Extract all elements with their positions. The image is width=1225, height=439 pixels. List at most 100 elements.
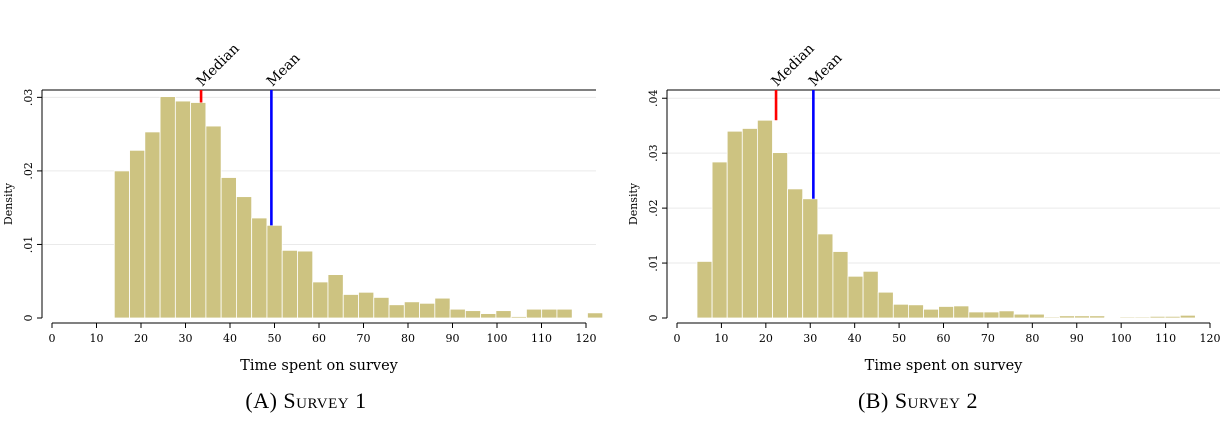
- x-tick-label: 0: [674, 332, 681, 345]
- x-tick-label: 100: [1111, 332, 1132, 345]
- caption-label: (B): [858, 388, 889, 413]
- x-tick-label: 80: [401, 332, 415, 345]
- histogram-bar: [863, 271, 878, 318]
- histogram-bar: [526, 309, 541, 318]
- y-axis-title: Density: [627, 182, 640, 225]
- histogram-bar: [587, 313, 602, 318]
- histogram-bar: [1090, 316, 1105, 318]
- histogram-bar: [788, 189, 803, 318]
- histogram-bar: [772, 153, 787, 318]
- y-tick-label: .03: [647, 144, 660, 162]
- histogram-bar: [297, 251, 312, 318]
- caption-survey-2: (B) Survey 2: [612, 388, 1224, 414]
- histogram-bar: [557, 309, 572, 318]
- histogram-bar: [465, 311, 480, 318]
- histogram-bar: [908, 305, 923, 318]
- histogram-bar: [848, 276, 863, 318]
- x-axis-title: Time spent on survey: [865, 358, 1023, 374]
- x-tick-label: 10: [90, 332, 104, 345]
- x-tick-label: 10: [714, 332, 728, 345]
- histogram-bar: [833, 252, 848, 318]
- caption-label: (A): [245, 388, 277, 413]
- x-tick-label: 40: [848, 332, 862, 345]
- histogram-bar: [803, 199, 818, 318]
- x-tick-label: 50: [268, 332, 282, 345]
- histogram-bar: [328, 275, 343, 318]
- histogram-bar: [999, 311, 1014, 318]
- histogram-bar: [954, 306, 969, 318]
- y-tick-label: .01: [647, 254, 660, 272]
- histogram-bar: [727, 131, 742, 318]
- y-tick-label: .01: [22, 236, 35, 254]
- histogram-bar: [1029, 314, 1044, 318]
- histogram-bar: [878, 292, 893, 318]
- mean-marker-label: Mean: [264, 50, 304, 90]
- histogram-survey-2: 0 .01 .02 .03 .04 0 10 20 30 40 50 60 70 80 90 100 110 12…: [612, 0, 1224, 380]
- y-tick-label: .03: [22, 89, 35, 107]
- histogram-bar: [893, 304, 908, 318]
- histogram-bar: [1120, 317, 1135, 318]
- histogram-bar: [1014, 314, 1029, 318]
- histogram-bar: [511, 317, 526, 318]
- median-marker-label: Median: [194, 41, 243, 90]
- x-tick-label: 20: [134, 332, 148, 345]
- histogram-bar: [114, 171, 129, 318]
- x-tick-label: 90: [1070, 332, 1084, 345]
- histogram-bar: [496, 311, 511, 318]
- x-tick-label: 80: [1025, 332, 1039, 345]
- caption-title: Survey 1: [283, 388, 366, 413]
- histogram-bar: [389, 305, 404, 318]
- histogram-bar: [145, 132, 160, 318]
- x-tick-label: 30: [803, 332, 817, 345]
- x-tick-label: 60: [312, 332, 326, 345]
- histogram-bar: [252, 218, 267, 318]
- x-tick-label: 100: [487, 332, 508, 345]
- chart-panel-survey-2: 0 .01 .02 .03 .04 0 10 20 30 40 50 60 70 80 90 100 110 12…: [612, 0, 1224, 439]
- histogram-bar: [1180, 315, 1195, 318]
- histogram-bar: [404, 302, 419, 318]
- histogram-bar: [924, 309, 939, 318]
- x-tick-label: 0: [49, 332, 56, 345]
- histogram-bar: [1059, 316, 1074, 318]
- histogram-bar: [313, 282, 328, 318]
- histogram-bar: [343, 294, 358, 318]
- x-axis-title: Time spent on survey: [240, 358, 398, 374]
- histogram-bar: [742, 128, 757, 318]
- histogram-bar: [236, 197, 251, 318]
- histogram-bar: [130, 150, 145, 318]
- x-tick-label: 120: [1200, 332, 1221, 345]
- x-tick-label: 120: [576, 332, 597, 345]
- histogram-bar: [191, 103, 206, 318]
- histogram-bar: [175, 101, 190, 318]
- histogram-bar: [984, 312, 999, 318]
- histogram-bar: [282, 250, 297, 318]
- histogram-survey-1: 0 .01 .02 .03 0 10 20 30 40 50 60 70 80 90 100 110 120 Ti…: [0, 0, 612, 380]
- y-tick-label: 0: [22, 315, 35, 322]
- histogram-bar: [160, 97, 175, 318]
- x-tick-label: 110: [531, 332, 552, 345]
- y-axis-title: Density: [2, 182, 15, 225]
- x-tick-label: 50: [892, 332, 906, 345]
- histogram-bar: [1150, 316, 1165, 318]
- caption-survey-1: (A) Survey 1: [0, 388, 612, 414]
- histogram-bar: [1105, 317, 1120, 318]
- histogram-bar: [969, 312, 984, 318]
- x-tick-label: 90: [446, 332, 460, 345]
- x-tick-label: 40: [223, 332, 237, 345]
- histogram-bar: [818, 234, 833, 318]
- histogram-bar: [697, 261, 712, 318]
- x-tick-label: 30: [179, 332, 193, 345]
- y-tick-label: .02: [22, 162, 35, 180]
- histogram-bar: [420, 303, 435, 318]
- chart-panel-survey-1: 0 .01 .02 .03 0 10 20 30 40 50 60 70 80 90 100 110 120 Ti…: [0, 0, 612, 439]
- x-tick-label: 110: [1155, 332, 1176, 345]
- histogram-bar: [757, 120, 772, 318]
- histogram-bar: [939, 306, 954, 318]
- histogram-bar: [1135, 317, 1150, 318]
- x-tick-label: 60: [937, 332, 951, 345]
- histogram-bar: [435, 298, 450, 318]
- histogram-bar: [481, 314, 496, 318]
- y-tick-label: .04: [647, 89, 660, 107]
- histogram-bar: [359, 292, 374, 318]
- histogram-bar: [221, 178, 236, 318]
